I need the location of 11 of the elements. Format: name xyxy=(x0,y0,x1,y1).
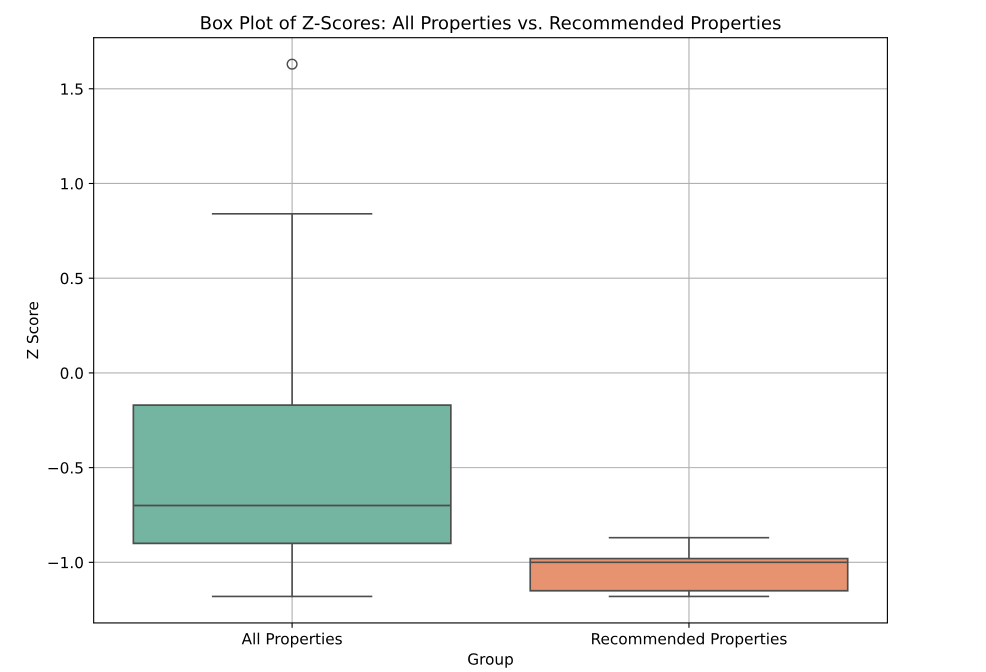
y-tick-label: 1.5 xyxy=(61,83,83,95)
x-tick-label: Recommended Properties xyxy=(592,632,787,648)
y-tick-label: −0.5 xyxy=(48,462,83,474)
y-tick-label: 0.5 xyxy=(60,272,83,284)
chart-title: Box Plot of Z-Scores: All Properties vs. Recommended Properties xyxy=(201,16,781,34)
y-tick-label: −1.0 xyxy=(48,556,83,568)
y-tick-label: 0.0 xyxy=(60,367,83,379)
x-tick-label: All Properties xyxy=(242,632,342,648)
y-axis-title: Z Score xyxy=(26,302,38,359)
y-tick-label: 1.0 xyxy=(61,178,83,190)
x-axis-title: Group xyxy=(468,653,513,668)
